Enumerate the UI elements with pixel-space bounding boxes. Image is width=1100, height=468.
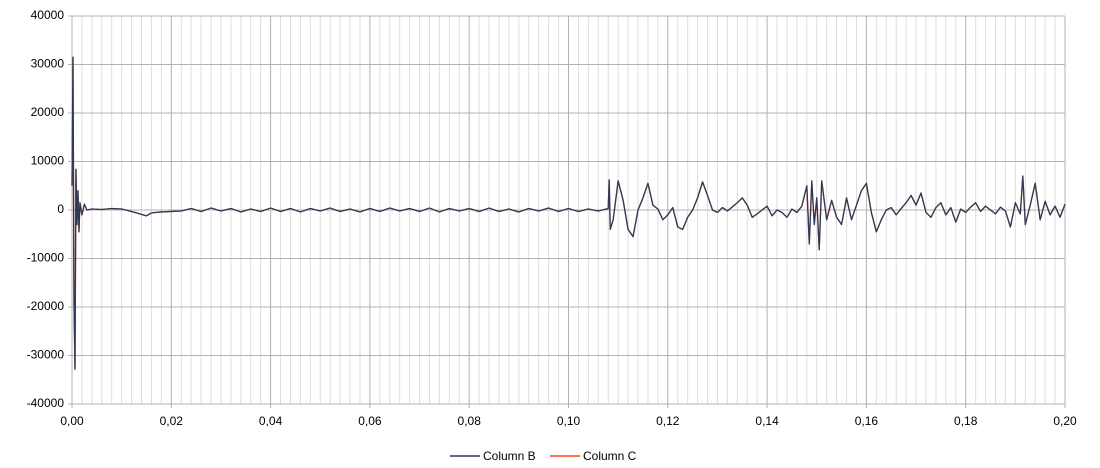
y-tick-label: 20000 <box>31 105 65 119</box>
x-tick-label: 0,04 <box>259 414 283 428</box>
x-tick-label: 0,12 <box>656 414 680 428</box>
x-tick-label: 0,00 <box>60 414 84 428</box>
legend-label: Column C <box>583 449 637 463</box>
x-tick-label: 0,20 <box>1053 414 1077 428</box>
grid <box>71 15 1066 405</box>
y-tick-label: 30000 <box>31 57 65 71</box>
x-tick-label: 0,10 <box>557 414 581 428</box>
x-tick-label: 0,16 <box>855 414 879 428</box>
y-tick-label: -10000 <box>27 251 65 265</box>
data-line <box>71 56 1066 370</box>
legend: Column B Column C <box>450 449 637 463</box>
x-tick-label: 0,14 <box>755 414 779 428</box>
y-tick-label: 0 <box>57 202 64 216</box>
x-tick-label: 0,06 <box>358 414 382 428</box>
x-tick-label: 0,02 <box>160 414 184 428</box>
y-tick-label: -20000 <box>27 299 65 313</box>
x-tick-label: 0,18 <box>954 414 978 428</box>
y-tick-label: 40000 <box>31 8 65 22</box>
y-tick-label: -30000 <box>27 348 65 362</box>
plot <box>71 56 1066 370</box>
legend-label: Column B <box>483 449 536 463</box>
axes: 0,00 0,02 0,04 0,06 0,08 0,10 0,12 0,14 0,16 0,18… <box>27 8 1077 428</box>
x-tick-label: 0,08 <box>458 414 482 428</box>
y-tick-label: -40000 <box>27 396 65 410</box>
y-tick-label: 10000 <box>31 154 65 168</box>
